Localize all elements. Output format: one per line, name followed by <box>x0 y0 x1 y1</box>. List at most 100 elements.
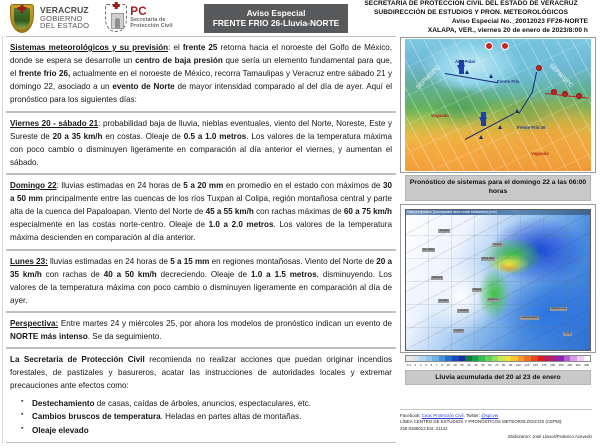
bullet-0-text: de casas, caídas de árboles, anuncios, e… <box>94 398 311 408</box>
p3-b3: 45 a 55 km/h <box>205 207 254 217</box>
p3-b5: 1.0 a 2.0 metros <box>208 220 274 230</box>
agency-line4: XALAPA, VER., viernes 20 de enero de 202… <box>427 26 588 34</box>
map2-coastlines <box>405 214 591 351</box>
p1-t2: retorna hacia el noroeste del Golfo de M… <box>10 43 392 66</box>
map1-front26-barb-3 <box>515 109 519 113</box>
bullet-2-bold: Oleaje elevado <box>32 426 89 436</box>
precip-scale-tick: 9 <box>441 362 443 367</box>
precip-scale-tick: 100 <box>515 362 521 367</box>
p4-t3: con rachas de <box>41 269 104 279</box>
map1-front26-barb-1 <box>479 135 483 139</box>
twitter-link[interactable]: @spcver <box>481 413 499 418</box>
map2-border <box>405 208 591 351</box>
list-item: Cambios bruscos de temperatura. Heladas … <box>21 409 392 424</box>
map1-warm-front-dot-2 <box>562 91 568 97</box>
p3-t1: : lluvias estimadas en 24 horas de <box>56 180 184 190</box>
veracruz-wordmark: VERACRUZ GOBIERNO DEL ESTADO <box>40 6 89 30</box>
veracruz-line3: DEL ESTADO <box>40 21 90 31</box>
left-edge-rule <box>2 36 3 444</box>
paragraph-viernes-sabado: Viernes 20 - sábado 21: probabilidad baj… <box>10 117 392 169</box>
p2-b2: 0.5 a 1.0 metros <box>183 131 247 141</box>
precip-scale-tick: 1 <box>414 362 417 367</box>
p1-t5: de mayor intensidad comparado al del día… <box>10 82 392 105</box>
pc-acronym: PC <box>130 6 147 19</box>
map2-gridlines <box>405 214 591 351</box>
map2-city-label: Tuxpan <box>492 243 503 248</box>
map1-coastlines <box>405 39 591 171</box>
map1-front-endpoint-dot <box>536 65 542 71</box>
paragraph-lunes: Lunes 23: lluvias estimadas en 24 horas … <box>10 255 392 307</box>
p4-b2: 20 a 35 km/h <box>10 256 392 279</box>
veracruz-line2: GOBIERNO <box>40 13 83 23</box>
p3-b1: 5 a 20 mm <box>183 180 224 190</box>
footer-fb-label: Facebook: <box>400 413 422 418</box>
precip-scale-swatch <box>419 355 426 361</box>
p4-t4: decreciendo. Oleaje de <box>156 269 252 279</box>
map2-city-label: Veracruz <box>486 297 500 302</box>
footer-line-cepm: LÍNEA CENTRO DE ESTUDIOS Y PRONÓSTICOS M… <box>400 419 563 425</box>
recomendaciones-box: La Secretaría de Protección Civil recomi… <box>6 348 396 444</box>
p1-t3: que sería un elemento fundamental para q… <box>10 56 393 79</box>
map1-low-pressure-icon <box>485 42 493 50</box>
map2-city-label: Córdoba <box>457 308 470 313</box>
pc-shield-icon <box>105 2 128 32</box>
paragraph-domingo: Domingo 22: lluvias estimadas en 24 hora… <box>10 179 392 245</box>
pc-sub2: Protección Civil <box>130 23 173 30</box>
precip-scale-swatch <box>465 355 472 361</box>
synoptic-map-caption: Pronóstico de sistemas para el domingo 2… <box>405 175 591 201</box>
p3-t2: en promedio en el estado con máximos de <box>223 180 383 190</box>
p5-b1: NORTE más intenso <box>10 332 88 342</box>
p4-t1: lluvias estimadas en 24 horas de <box>47 256 171 266</box>
precip-scale-swatch <box>570 355 578 361</box>
p3-t4: con rachas máximas de <box>253 207 344 217</box>
footer-period: . <box>498 413 500 418</box>
p2-t1: : probabilidad baja de lluvia, nieblas e… <box>10 118 392 141</box>
agency-line2: SUBDIRECCIÓN DE ESTUDIOS Y PRON. METEORO… <box>373 9 569 17</box>
perspectiva-paragraph-box: Perspectiva: Entre martes 24 y miércoles… <box>6 311 396 349</box>
precip-scale-swatch <box>504 355 512 361</box>
aviso-banner: Aviso Especial FRENTE FRIO 26-Lluvia-NOR… <box>204 3 348 33</box>
footer-line-phone: 228 8186012 Ext. 21142 <box>400 425 448 431</box>
p1-b2: centro de baja presión <box>135 56 223 66</box>
bullet-0-bold: Destechamiento <box>32 398 95 408</box>
p5-heading: Perspectiva: <box>10 318 59 328</box>
domingo-paragraph-box: Domingo 22: lluvias estimadas en 24 hora… <box>6 173 396 250</box>
precip-scale-tick: 125 <box>524 362 530 367</box>
p3-t6: . Los valores de la temperatura máxima d… <box>10 220 392 243</box>
p2-b1: 20 a 35 km/h <box>52 131 103 141</box>
footer-authors: Elaboraron: José Llanos/Federico Acevedo <box>508 434 592 440</box>
precip-scale-swatch <box>458 355 466 361</box>
precip-scale-tick: 500 <box>584 362 590 367</box>
map1-label-frente-frio: Frente Frío <box>497 79 520 84</box>
agency-line3: Aviso Especial No._20012023 FF26-NORTE <box>451 18 588 25</box>
document-header: VERACRUZ GOBIERNO DEL ESTADO PC Secretar… <box>0 0 600 36</box>
bullet-1-bold: Cambios bruscos de temperatura <box>32 412 161 422</box>
precip-scale-tick: 70 <box>495 362 499 367</box>
map1-label-frente-frio-26: Frente Frío 26 <box>517 125 546 130</box>
precip-scale-swatch <box>432 355 439 361</box>
map1-front26-barb-2 <box>498 125 502 129</box>
precip-scale-swatch <box>425 355 433 361</box>
map1-landmass <box>405 39 591 171</box>
p1-t4: actualmente en el noroeste de México, re… <box>10 69 392 92</box>
precip-scale-swatch <box>498 355 505 361</box>
list-item: Oleaje elevado <box>21 423 392 438</box>
p6-b1: La Secretaría de Protección Civil <box>10 355 145 365</box>
precip-scale-swatch <box>577 355 584 361</box>
precip-scale-tick: 25 <box>460 362 464 367</box>
p1-heading: Sistemas meteorológicos y su previsión <box>10 43 169 52</box>
precip-scale-ticks: 0.1 1 2 3 5 7 9 15 20 25 30 40 50 60 70 80 90 100 125 150 17… <box>405 362 591 368</box>
map2-precip-field: Tampico Cd. Valles Poza Rica Tuxpan Pach… <box>405 214 591 351</box>
map1-warm-front-dot-1 <box>551 89 557 95</box>
facebook-link[interactable]: Ceac Protección Civil <box>421 413 464 418</box>
p1-b4: evento de Norte <box>112 82 175 92</box>
precip-scale-swatch <box>406 355 413 361</box>
precip-scale-tick: 150 <box>533 362 538 367</box>
lunes-paragraph-box: Lunes 23: lluvias estimadas en 24 horas … <box>6 249 396 312</box>
map1-label-vaguada-2: Vaguada <box>431 113 449 118</box>
map1-cold-air-arrow-2 <box>479 112 487 126</box>
precip-scale-tick: 15 <box>446 362 450 367</box>
precip-scale-swatch <box>530 355 538 361</box>
footer-tw-label: , Twitter: <box>463 413 482 418</box>
p3-t3: principalmente entre las cuencas de los … <box>10 194 392 217</box>
